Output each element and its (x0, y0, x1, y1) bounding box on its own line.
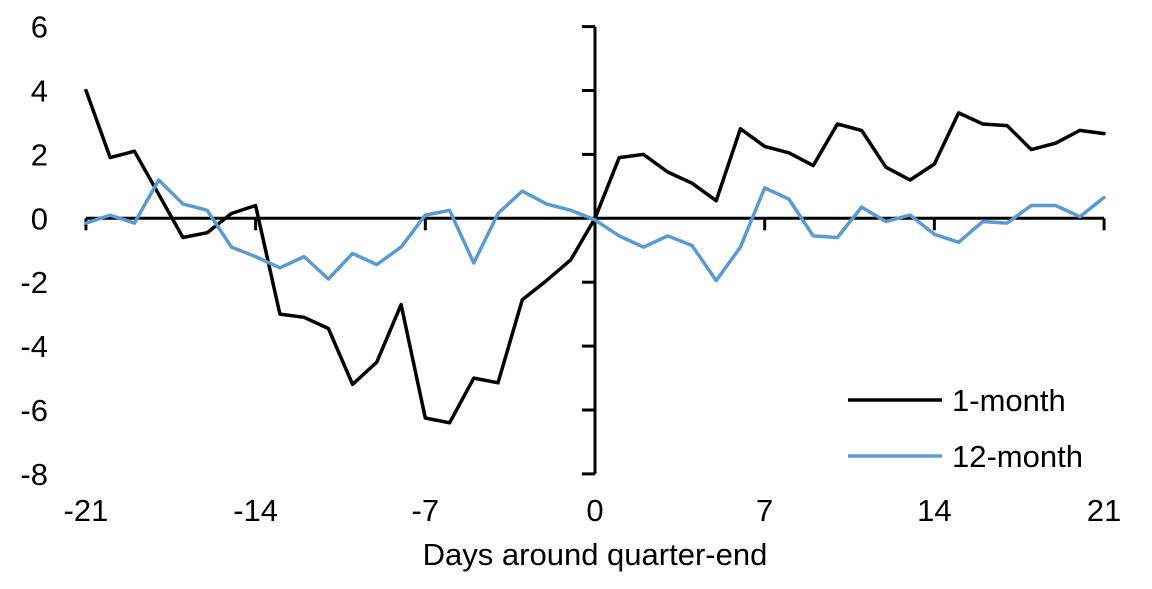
x-tick-label: -21 (64, 493, 109, 528)
y-tick-label: -4 (20, 329, 48, 364)
series-line-12-month (84, 178, 1106, 283)
x-tick-label: 21 (1087, 493, 1121, 528)
legend-label-12-month: 12-month (952, 439, 1083, 474)
y-tick-label: 4 (31, 74, 48, 109)
x-axis-title: Days around quarter-end (423, 537, 768, 572)
y-tick-label: 2 (31, 137, 48, 172)
x-tick-label: 0 (586, 493, 603, 528)
y-tick-label: -2 (20, 265, 48, 300)
y-tick-label: 0 (31, 201, 48, 236)
y-tick-label: 6 (31, 10, 48, 45)
legend: 1-month 12-month (848, 383, 1083, 474)
y-tick-label: -8 (20, 457, 48, 492)
legend-label-1-month: 1-month (952, 383, 1066, 418)
x-tick-label: 14 (917, 493, 951, 528)
x-tick-label: -14 (233, 493, 278, 528)
x-tick-label: 7 (756, 493, 773, 528)
series-lines (84, 88, 1106, 425)
y-tick-label: -6 (20, 393, 48, 428)
tick-labels: -21 -14 -7 0 7 14 21 6 4 2 0 -2 -4 -6 -8 (20, 10, 1121, 528)
x-tick-label: -7 (412, 493, 440, 528)
